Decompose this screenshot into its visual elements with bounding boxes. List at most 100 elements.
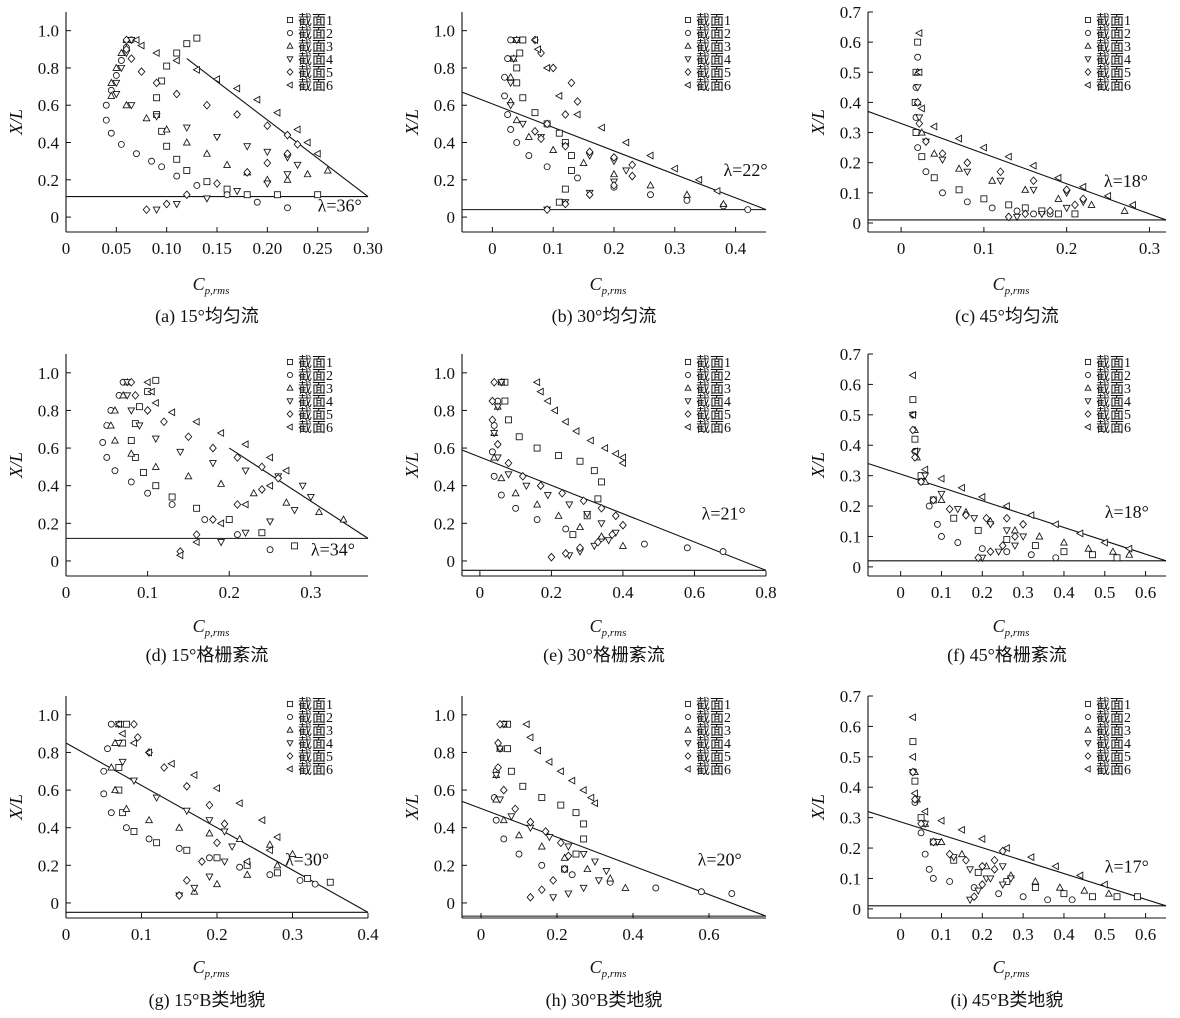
data-point (597, 520, 606, 528)
data-point (173, 172, 181, 180)
data-point (1124, 544, 1133, 553)
data-point (519, 94, 527, 102)
data-point (1075, 529, 1084, 538)
y-tick-label: 0.4 (434, 477, 456, 496)
data-point (1075, 871, 1084, 880)
data-point (526, 733, 534, 742)
data-point (1087, 200, 1096, 208)
data-point (1003, 878, 1011, 885)
legend-marker (1084, 726, 1092, 733)
x-tick-label: 0.2 (972, 583, 993, 602)
data-point (265, 481, 274, 490)
data-point (266, 546, 274, 554)
y-tick-label: 0.2 (840, 154, 861, 173)
data-point (137, 41, 145, 50)
data-point (574, 174, 581, 182)
data-point (512, 115, 521, 124)
data-point (628, 171, 637, 181)
data-point (220, 819, 229, 829)
legend-marker (286, 16, 294, 24)
data-point (102, 116, 110, 124)
x-tick-label: 0 (896, 583, 905, 602)
data-point (127, 54, 136, 64)
data-point (151, 435, 160, 443)
y-tick-label: 0.2 (840, 497, 861, 516)
legend-marker (286, 765, 293, 773)
data-point (263, 121, 272, 131)
data-point (213, 838, 221, 848)
legend-marker (286, 713, 294, 721)
data-point (600, 444, 609, 453)
data-point (123, 392, 132, 400)
data-point (522, 720, 530, 729)
data-point (173, 155, 181, 163)
data-point (555, 452, 562, 460)
lambda-label: λ=30° (285, 849, 329, 869)
legend-marker (286, 423, 293, 431)
legend-label: 截面5 (696, 749, 731, 765)
data-point (568, 152, 575, 159)
lambda-label: λ=17° (1105, 856, 1149, 876)
data-point (1055, 883, 1064, 891)
y-tick-label: 0.6 (434, 439, 455, 458)
data-point (1059, 538, 1068, 546)
data-point (914, 38, 922, 46)
legend-marker (286, 56, 294, 63)
y-tick-label: 0 (51, 552, 60, 571)
data-point (619, 520, 627, 530)
x-tick-label: 0.10 (152, 239, 182, 258)
legend-label: 截面4 (696, 52, 731, 68)
data-point (1027, 551, 1035, 559)
data-point (147, 387, 155, 396)
data-point (190, 770, 198, 780)
data-point (945, 849, 954, 859)
x-tick-label: 0.2 (972, 925, 993, 944)
legend-marker (684, 740, 692, 747)
legend-label: 截面4 (696, 736, 731, 752)
reference-line (461, 449, 767, 571)
data-point (618, 453, 626, 462)
legend-label: 截面3 (1096, 39, 1131, 55)
data-point (609, 169, 619, 178)
data-point (131, 454, 139, 461)
data-point (233, 531, 241, 539)
data-point (122, 720, 130, 728)
data-point (962, 510, 970, 520)
data-point (212, 784, 220, 793)
data-point (274, 473, 283, 483)
legend-marker (286, 726, 294, 733)
data-point (493, 403, 502, 412)
data-point (576, 543, 584, 553)
y-tick-label: 0 (447, 894, 456, 913)
data-point (598, 478, 605, 486)
data-point (694, 175, 703, 184)
data-point (974, 887, 983, 895)
data-point (1004, 212, 1013, 222)
data-point (265, 453, 274, 462)
data-point (505, 416, 512, 424)
data-point (114, 740, 123, 748)
data-point (543, 492, 552, 500)
data-point (576, 457, 584, 465)
data-point (980, 195, 988, 203)
series-6 (908, 713, 1108, 889)
series-5 (122, 35, 302, 215)
panel-caption: (c) 45°均匀流 (955, 306, 1059, 327)
data-point (511, 488, 520, 497)
panel-d: 0 0.1 0.2 0.3 0 0.2 0.4 0.6 0.8 1.0 X/L Cp,rms λ=34°… (6, 354, 369, 666)
data-point (602, 867, 611, 876)
y-tick-label: 0.5 (840, 406, 861, 425)
data-point (922, 137, 930, 146)
data-point (918, 153, 926, 161)
data-point (995, 890, 1003, 898)
data-point (493, 454, 502, 462)
data-point (974, 868, 982, 876)
data-point (579, 786, 587, 795)
data-point (501, 73, 508, 81)
data-point (953, 506, 962, 514)
data-point (1029, 161, 1037, 170)
data-point (111, 785, 120, 794)
data-point (1031, 877, 1040, 885)
data-point (572, 427, 580, 436)
y-tick-label: 0 (51, 894, 60, 913)
